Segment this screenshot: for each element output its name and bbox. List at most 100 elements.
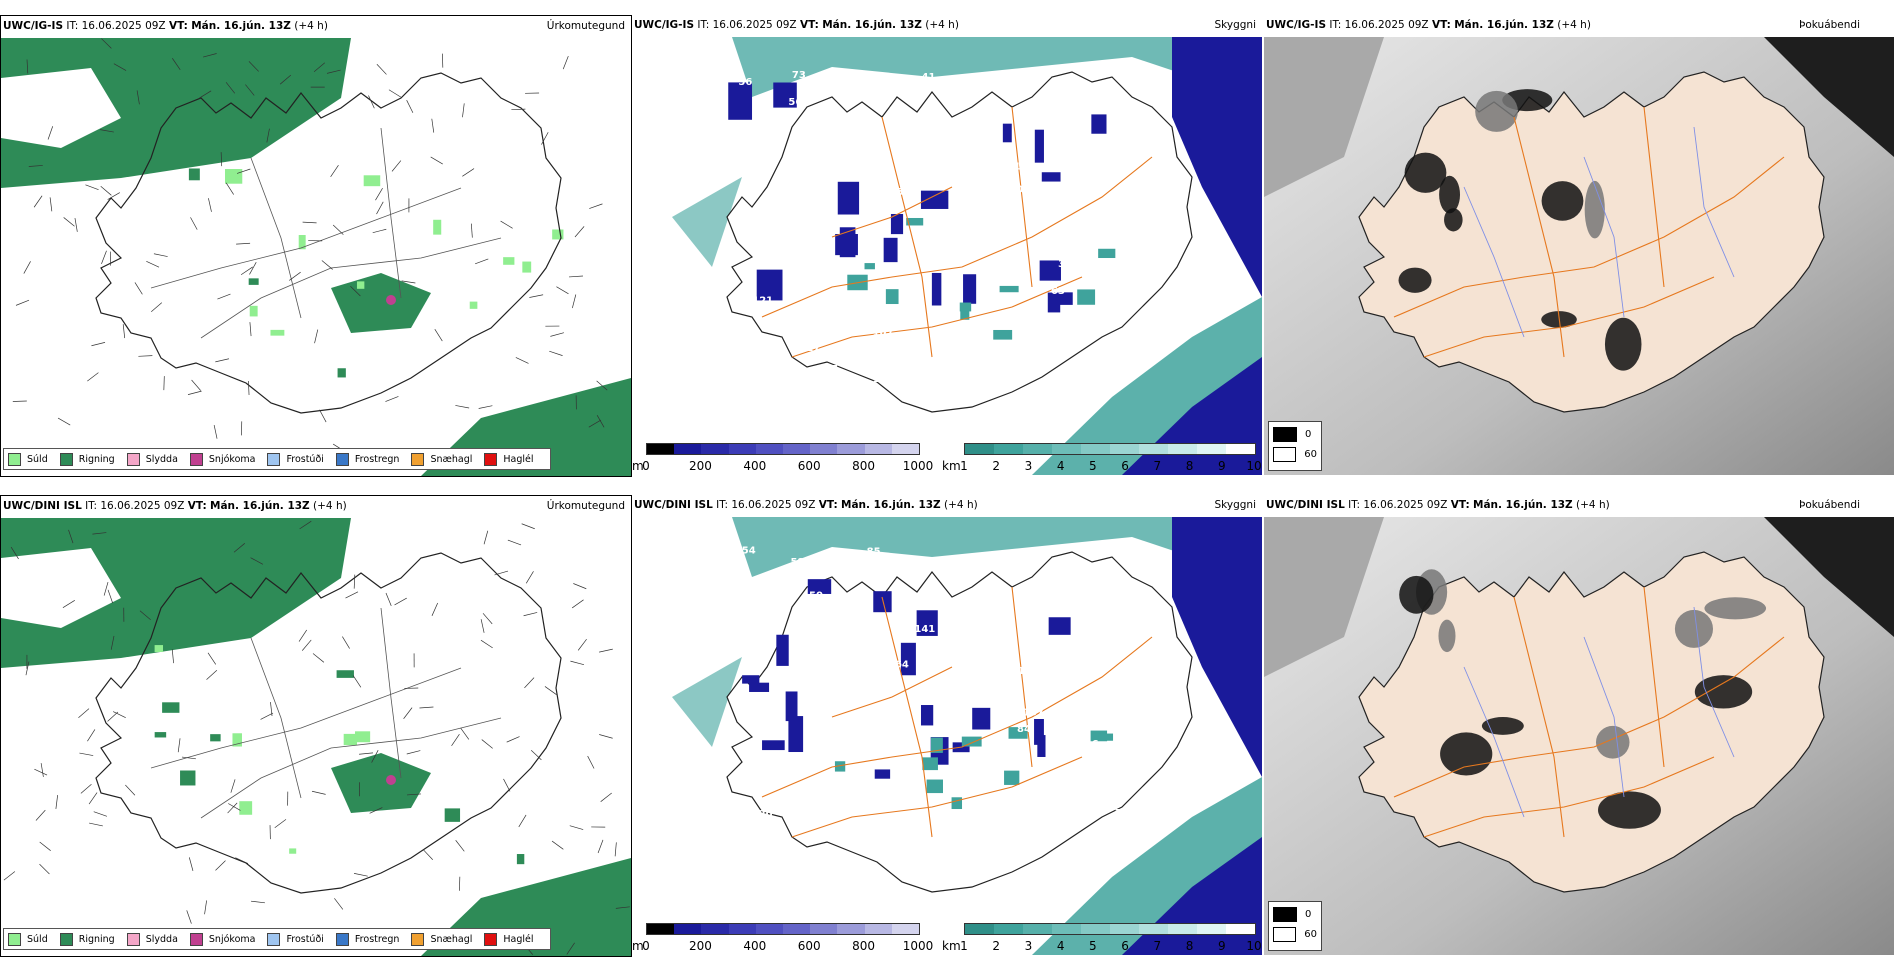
fog-legend-row: 0 bbox=[1273, 907, 1317, 922]
legend-item: Haglél bbox=[484, 453, 533, 466]
cloud-base-label: 81 bbox=[1011, 223, 1025, 234]
fog-legend-swatch bbox=[1273, 907, 1297, 922]
colorbar-tick: 400 bbox=[743, 939, 766, 953]
legend-label: Snæhagl bbox=[430, 454, 472, 465]
cloud-base-label: 65 bbox=[969, 186, 983, 197]
fog-map-svg bbox=[1264, 517, 1894, 955]
visibility-map-igis: UWC/IG-IS IT: 16.06.2025 09Z VT: Mán. 16… bbox=[632, 15, 1262, 475]
cloud-base-label: 79 bbox=[797, 849, 811, 860]
colorbar-tick: 2 bbox=[992, 939, 1000, 953]
colorbar-tick: 1 bbox=[960, 459, 968, 473]
cloud-base-label: 56 bbox=[738, 77, 752, 88]
cloud-base-label: 139 bbox=[758, 259, 779, 270]
vis-patch bbox=[927, 780, 943, 794]
colorbar-tick: 1000 bbox=[903, 459, 934, 473]
cloud-patch bbox=[873, 591, 891, 612]
colorbar-tick: 7 bbox=[1154, 459, 1162, 473]
legend-item: Súld bbox=[8, 933, 48, 946]
precip-patch bbox=[270, 330, 284, 336]
cloud-base-label: 104 bbox=[1125, 330, 1146, 341]
colorbar-tick: 8 bbox=[1186, 459, 1194, 473]
cloud-patch bbox=[776, 635, 788, 666]
fog-patch bbox=[1542, 181, 1584, 221]
legend-item: Rigning bbox=[60, 453, 115, 466]
colorbar-tick: 10 bbox=[1246, 459, 1261, 473]
colorbar-tick: 4 bbox=[1057, 939, 1065, 953]
cloud-patch bbox=[1003, 124, 1012, 143]
cloud-base-label: 77 bbox=[1115, 808, 1129, 819]
panel-title: UWC/IG-IS IT: 16.06.2025 09Z VT: Mán. 16… bbox=[1266, 19, 1591, 31]
precip-patch bbox=[522, 262, 531, 273]
colorbar-tick: 4 bbox=[1057, 459, 1065, 473]
cloud-base-label: 84 bbox=[1017, 724, 1031, 735]
cloud-base-label: 103 bbox=[916, 119, 937, 130]
precip-patch bbox=[338, 368, 346, 377]
cloud-base-label: 104 bbox=[1088, 216, 1109, 227]
cloud-base-label: 149 bbox=[973, 663, 994, 674]
legend-item: Slydda bbox=[127, 453, 178, 466]
vis-patch bbox=[952, 797, 962, 809]
legend-label: Snæhagl bbox=[430, 934, 472, 945]
legend-label: Frostregn bbox=[355, 934, 400, 945]
fog-patch bbox=[1475, 91, 1518, 132]
cloud-base-label: 50 bbox=[896, 187, 910, 198]
panel-title: UWC/IG-IS IT: 16.06.2025 09Z VT: Mán. 16… bbox=[634, 19, 959, 31]
precip-patch bbox=[355, 731, 370, 742]
precip-patch bbox=[225, 169, 242, 184]
colorbar-tick: 600 bbox=[798, 459, 821, 473]
cloud-patch bbox=[728, 82, 752, 119]
cloud-base-label: 101 bbox=[979, 152, 1000, 163]
colorbar-tick: 800 bbox=[852, 459, 875, 473]
colorbar-tick: 800 bbox=[852, 939, 875, 953]
colorbar-tick: 9 bbox=[1218, 939, 1226, 953]
cloud-base-label: 115 bbox=[847, 593, 868, 604]
cloud-base-label: 87 bbox=[769, 776, 783, 787]
cloud-base-label: 167 bbox=[1023, 708, 1044, 719]
colorbar-tick: 1 bbox=[960, 939, 968, 953]
fog-legend-row: 60 bbox=[1273, 927, 1317, 942]
cloud-base-label: 120 bbox=[752, 809, 773, 820]
vis-patch bbox=[1098, 249, 1115, 258]
cloud-patch bbox=[884, 238, 898, 262]
visibility-map-dini: UWC/DINI ISL IT: 16.06.2025 09Z VT: Mán.… bbox=[632, 495, 1262, 955]
colorbar-tick: 400 bbox=[743, 459, 766, 473]
precip-patch bbox=[155, 645, 163, 652]
legend-swatch bbox=[484, 453, 497, 466]
cloud-base-label: 147 bbox=[754, 337, 775, 348]
legend-item: Rigning bbox=[60, 933, 115, 946]
colorbar-tick: 6 bbox=[1121, 939, 1129, 953]
cloud-base-label: 116 bbox=[1134, 270, 1155, 281]
cloud-patch bbox=[742, 675, 759, 683]
precip-patch bbox=[189, 168, 200, 180]
cloud-patch bbox=[932, 273, 941, 306]
colorbar-strip bbox=[646, 923, 920, 935]
cloud-base-label: 66 bbox=[868, 99, 882, 110]
cloud-patch bbox=[875, 769, 890, 778]
legend-swatch bbox=[127, 453, 140, 466]
precip-patch bbox=[155, 732, 166, 737]
panel-name: Skyggni bbox=[1215, 499, 1257, 511]
legend-item: Frostúði bbox=[267, 453, 323, 466]
cloud-base-label: 136 bbox=[1078, 739, 1099, 750]
colorbar-tick: 5 bbox=[1089, 459, 1097, 473]
colorbar-tick: 0 bbox=[642, 939, 650, 953]
fog-patch bbox=[1440, 732, 1492, 775]
legend-label: Slydda bbox=[146, 454, 178, 465]
fog-patch bbox=[1598, 791, 1661, 828]
colorbar-tick: 3 bbox=[1025, 939, 1033, 953]
cloud-base-label: 157 bbox=[817, 364, 838, 375]
cloud-patch bbox=[1042, 172, 1061, 181]
panel-name: Úrkomutegund bbox=[547, 500, 625, 512]
colorbar-tick: 8 bbox=[1186, 939, 1194, 953]
precip-patch bbox=[552, 229, 563, 239]
cloud-base-label: 106 bbox=[1009, 184, 1030, 195]
vis-patch bbox=[865, 263, 875, 269]
vis-patch bbox=[993, 330, 1012, 340]
precip-patch bbox=[433, 220, 441, 235]
panel-name: Þokuábendi bbox=[1799, 499, 1860, 511]
fog-patch bbox=[1482, 717, 1524, 735]
